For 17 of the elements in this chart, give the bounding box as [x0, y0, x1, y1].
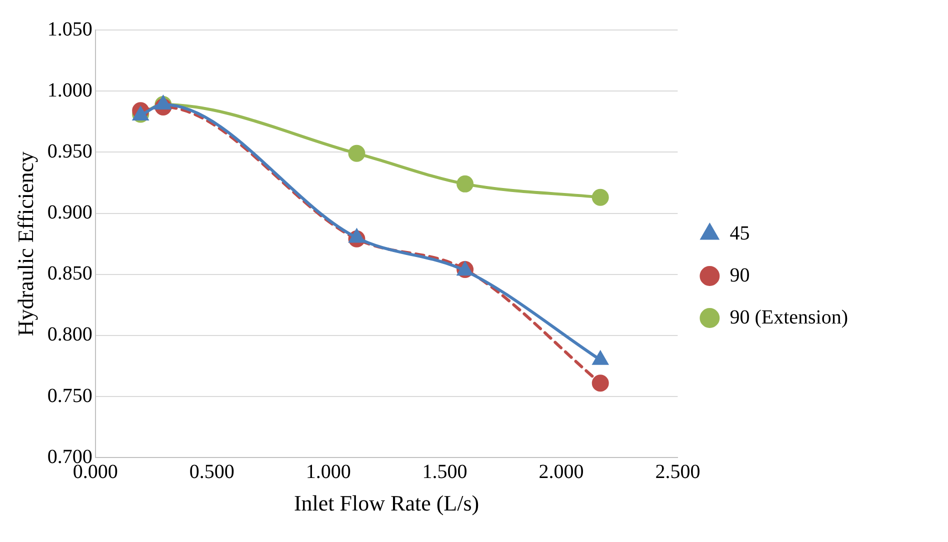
legend-label: 45	[730, 222, 750, 244]
x-tick-label: 0.500	[189, 460, 234, 483]
y-tick-label: 1.000	[47, 79, 92, 102]
y-tick-label: 0.800	[47, 324, 92, 346]
legend-label: 90 (Extension)	[730, 306, 848, 328]
x-tick-label: 2.000	[538, 460, 584, 483]
y-tick-label: 0.950	[47, 140, 92, 162]
x-tick-label: 1.500	[422, 460, 468, 483]
legend-label: 90	[730, 264, 750, 286]
y-tick-label: 1.050	[47, 18, 92, 40]
y-axis-title: Hydraulic Efficiency	[12, 151, 38, 336]
y-tick-label: 0.850	[47, 262, 92, 285]
y-tick-label: 0.900	[47, 202, 92, 224]
x-tick-label: 2.500	[655, 460, 700, 483]
x-axis-title: Inlet Flow Rate (L/s)	[294, 490, 480, 516]
y-tick-label: 0.750	[47, 384, 92, 407]
x-tick-label: 1.000	[306, 460, 351, 483]
